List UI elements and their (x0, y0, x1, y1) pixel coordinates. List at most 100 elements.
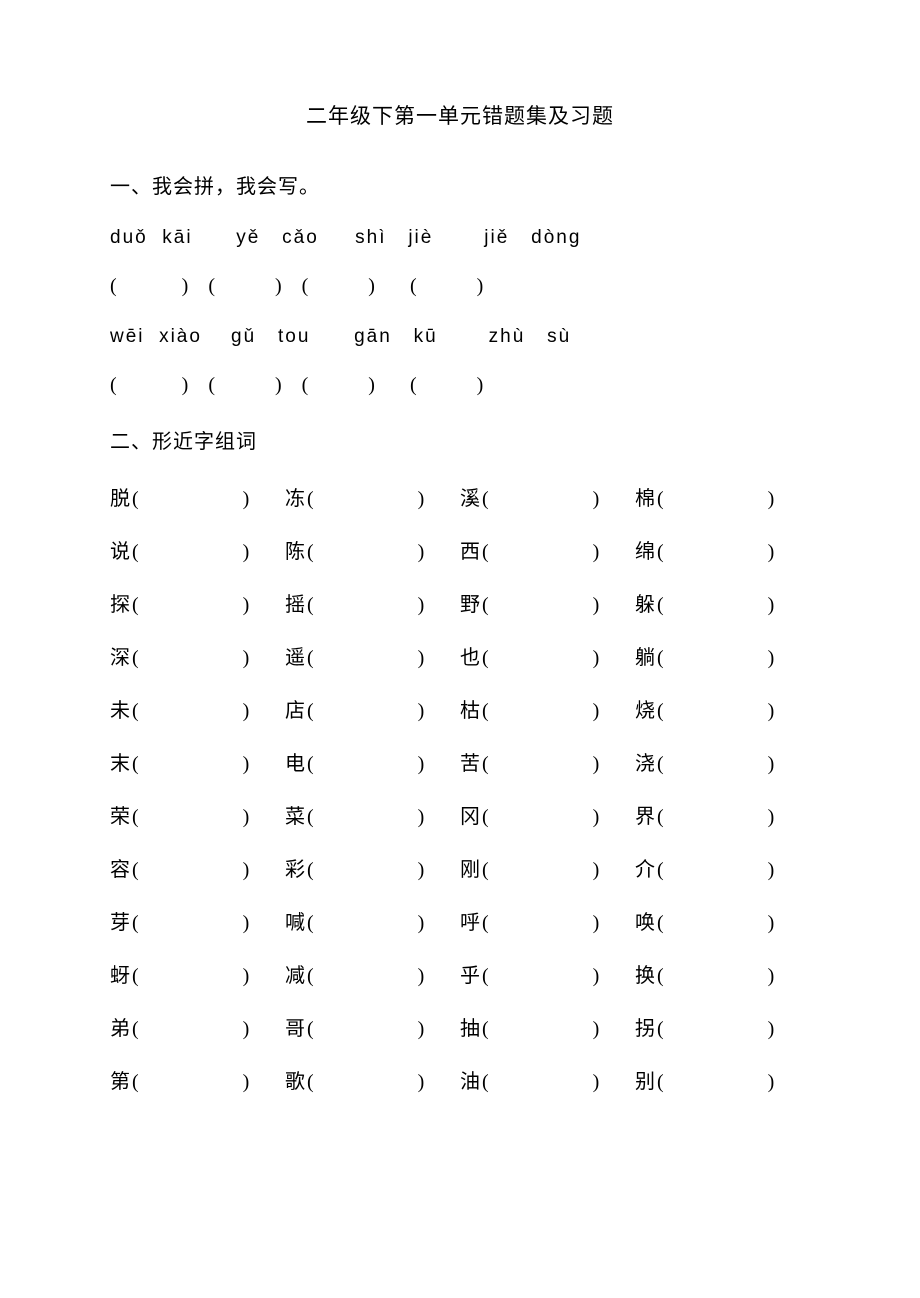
char-glyph: 苦 (460, 747, 480, 776)
open-paren: ( (657, 541, 664, 564)
char-glyph: 容 (110, 853, 130, 882)
char-glyph: 抽 (460, 1012, 480, 1041)
close-paren: ) (593, 647, 600, 670)
open-paren: ( (657, 594, 664, 617)
close-paren: ) (243, 859, 250, 882)
char-glyph: 乎 (460, 959, 480, 988)
close-paren: ) (418, 594, 425, 617)
char-glyph: 芽 (110, 906, 130, 935)
char-row: 未()店()枯()烧() (110, 694, 810, 723)
open-paren: ( (657, 753, 664, 776)
close-paren: ) (768, 488, 775, 511)
close-paren: ) (593, 753, 600, 776)
char-glyph: 深 (110, 641, 130, 670)
char-row: 末()电()苦()浇() (110, 747, 810, 776)
close-paren: ) (768, 965, 775, 988)
char-cell: 乎() (460, 959, 635, 988)
char-glyph: 遥 (285, 641, 305, 670)
close-paren: ) (768, 859, 775, 882)
open-paren: ( (482, 859, 489, 882)
char-cell: 蚜() (110, 959, 285, 988)
char-glyph: 电 (285, 747, 305, 776)
char-cell: 介() (635, 853, 810, 882)
char-row: 第()歌()油()别() (110, 1065, 810, 1094)
close-paren: ) (243, 1018, 250, 1041)
char-glyph: 换 (635, 959, 655, 988)
close-paren: ) (243, 1071, 250, 1094)
char-glyph: 摇 (285, 588, 305, 617)
char-row: 弟()哥()抽()拐() (110, 1012, 810, 1041)
char-glyph: 别 (635, 1065, 655, 1094)
open-paren: ( (132, 965, 139, 988)
open-paren: ( (132, 541, 139, 564)
pinyin-row-1: duǒ kāi yě cǎo shì jiè jiě dòng (110, 227, 810, 249)
char-cell: 摇() (285, 588, 460, 617)
char-glyph: 棉 (635, 482, 655, 511)
open-paren: ( (482, 912, 489, 935)
char-cell: 歌() (285, 1065, 460, 1094)
open-paren: ( (307, 753, 314, 776)
char-cell: 冻() (285, 482, 460, 511)
char-row: 探()摇()野()躲() (110, 588, 810, 617)
close-paren: ) (593, 700, 600, 723)
char-glyph: 界 (635, 800, 655, 829)
open-paren: ( (307, 594, 314, 617)
close-paren: ) (768, 1071, 775, 1094)
char-row: 容()彩()刚()介() (110, 853, 810, 882)
open-paren: ( (482, 541, 489, 564)
char-glyph: 喊 (285, 906, 305, 935)
close-paren: ) (768, 753, 775, 776)
char-cell: 陈() (285, 535, 460, 564)
page-title: 二年级下第一单元错题集及习题 (110, 100, 810, 130)
char-glyph: 唤 (635, 906, 655, 935)
char-cell: 冈() (460, 800, 635, 829)
open-paren: ( (307, 700, 314, 723)
char-glyph: 店 (285, 694, 305, 723)
char-cell: 电() (285, 747, 460, 776)
open-paren: ( (132, 1018, 139, 1041)
open-paren: ( (307, 912, 314, 935)
close-paren: ) (243, 594, 250, 617)
char-cell: 菜() (285, 800, 460, 829)
close-paren: ) (418, 859, 425, 882)
char-cell: 躲() (635, 588, 810, 617)
char-cell: 野() (460, 588, 635, 617)
close-paren: ) (768, 806, 775, 829)
char-row: 脱()冻()溪()棉() (110, 482, 810, 511)
close-paren: ) (593, 859, 600, 882)
char-cell: 彩() (285, 853, 460, 882)
open-paren: ( (657, 700, 664, 723)
open-paren: ( (132, 912, 139, 935)
close-paren: ) (593, 488, 600, 511)
char-cell: 遥() (285, 641, 460, 670)
close-paren: ) (593, 1018, 600, 1041)
char-cell: 容() (110, 853, 285, 882)
open-paren: ( (132, 753, 139, 776)
char-glyph: 躲 (635, 588, 655, 617)
char-cell: 浇() (635, 747, 810, 776)
char-row: 荣()菜()冈()界() (110, 800, 810, 829)
char-cell: 西() (460, 535, 635, 564)
close-paren: ) (768, 700, 775, 723)
open-paren: ( (132, 594, 139, 617)
char-glyph: 第 (110, 1065, 130, 1094)
close-paren: ) (418, 700, 425, 723)
close-paren: ) (768, 1018, 775, 1041)
char-cell: 烧() (635, 694, 810, 723)
close-paren: ) (243, 647, 250, 670)
char-glyph: 浇 (635, 747, 655, 776)
char-glyph: 蚜 (110, 959, 130, 988)
char-cell: 弟() (110, 1012, 285, 1041)
char-cell: 喊() (285, 906, 460, 935)
paren-row-1: ( ) ( ) ( ) ( ) (110, 275, 810, 298)
char-cell: 界() (635, 800, 810, 829)
char-row: 芽()喊()呼()唤() (110, 906, 810, 935)
open-paren: ( (482, 1018, 489, 1041)
char-cell: 溪() (460, 482, 635, 511)
char-glyph: 介 (635, 853, 655, 882)
close-paren: ) (243, 700, 250, 723)
char-glyph: 呼 (460, 906, 480, 935)
char-glyph: 枯 (460, 694, 480, 723)
open-paren: ( (482, 700, 489, 723)
char-table: 脱()冻()溪()棉()说()陈()西()绵()探()摇()野()躲()深()遥… (110, 482, 810, 1094)
